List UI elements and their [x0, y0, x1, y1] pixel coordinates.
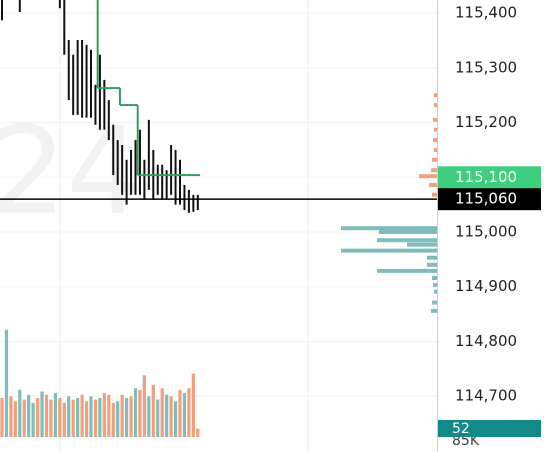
- profile-bar: [432, 192, 437, 197]
- volume-bar: [53, 393, 57, 437]
- y-tick-label: 115,400: [455, 4, 517, 22]
- price-label: 115,060: [455, 190, 517, 208]
- price-label-box: [438, 166, 541, 189]
- volume-bar: [147, 396, 151, 437]
- profile-bar: [341, 248, 437, 253]
- profile-bar: [432, 157, 437, 162]
- volume-bar: [93, 399, 98, 437]
- volume-bar: [116, 401, 120, 437]
- volume-bar: [31, 402, 35, 437]
- profile-bar: [377, 268, 437, 273]
- volume-bar: [98, 398, 102, 437]
- volume-last-label: 52: [452, 421, 470, 437]
- volume-bar: [4, 329, 9, 437]
- profile-bar: [379, 230, 437, 235]
- volume-bar: [102, 393, 106, 437]
- volume-bar: [71, 399, 75, 437]
- volume-bar: [160, 388, 164, 437]
- profile-bar: [432, 275, 437, 280]
- volume-bar: [40, 391, 44, 437]
- y-tick-label: 114,900: [455, 277, 517, 295]
- volume-bar: [173, 401, 178, 437]
- profile-bar: [434, 93, 437, 98]
- volume-bar: [187, 388, 191, 437]
- volume-bar: [133, 388, 138, 437]
- volume-bar: [129, 396, 133, 437]
- profile-bar: [434, 127, 437, 132]
- profile-bar: [341, 226, 437, 231]
- profile-bar: [427, 262, 437, 267]
- price-label: 115,100: [455, 168, 517, 186]
- volume-bar: [165, 394, 169, 437]
- volume-bar: [196, 428, 200, 437]
- volume-bar: [18, 389, 22, 437]
- profile-bar: [434, 103, 437, 108]
- volume-bar: [49, 399, 53, 437]
- volume-bar: [27, 394, 31, 437]
- y-tick-label: 115,200: [455, 113, 517, 131]
- volume-bar: [142, 375, 146, 437]
- y-tick-label: 115,000: [455, 223, 517, 241]
- volume-bar: [80, 394, 84, 437]
- volume-bar: [22, 399, 26, 437]
- profile-bar: [431, 168, 437, 173]
- volume-bar: [120, 394, 124, 437]
- volume-bar: [178, 389, 182, 437]
- volume-bar: [9, 396, 13, 437]
- volume-bar: [111, 402, 115, 437]
- watermark: 24: [0, 103, 143, 242]
- volume-bar: [0, 398, 4, 437]
- profile-bar: [433, 283, 437, 288]
- volume-bar: [138, 389, 142, 437]
- volume-bar: [13, 401, 17, 437]
- y-tick-label: 115,300: [455, 58, 517, 76]
- volume-bar: [107, 394, 111, 437]
- volume-last-box: [438, 420, 541, 437]
- volume-bar: [44, 394, 49, 437]
- volume-bar: [182, 393, 187, 437]
- volume-bar: [169, 396, 173, 437]
- volume-bar: [58, 398, 62, 437]
- volume-bar: [76, 398, 80, 437]
- profile-bar: [407, 242, 437, 247]
- profile-bar: [433, 117, 437, 122]
- volume-bar: [89, 396, 93, 437]
- volume-bar: [156, 399, 160, 437]
- volume-bar: [151, 385, 155, 437]
- y-tick-label: 114,800: [455, 332, 517, 350]
- volume-bar: [67, 396, 71, 437]
- profile-bar: [432, 300, 437, 305]
- profile-bar: [434, 289, 437, 294]
- plot-area: [0, 0, 437, 437]
- volume-bar: [191, 373, 195, 437]
- volume-bar: [84, 401, 89, 437]
- y-tick-label: 114,700: [455, 387, 517, 405]
- profile-bar: [429, 182, 437, 187]
- profile-bar: [377, 238, 437, 243]
- profile-bar: [433, 138, 437, 143]
- price-label-box: [438, 188, 541, 211]
- volume-bar: [62, 402, 66, 437]
- profile-bar: [419, 174, 437, 179]
- volume-bar: [36, 398, 40, 437]
- volume-bar: [125, 398, 129, 437]
- profile-bar: [434, 147, 437, 152]
- profile-bar: [427, 255, 437, 260]
- profile-bar: [431, 308, 437, 313]
